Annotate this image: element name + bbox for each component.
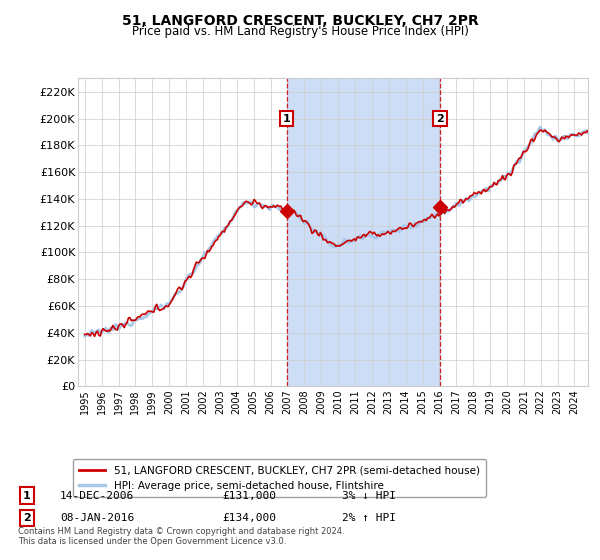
Legend: 51, LANGFORD CRESCENT, BUCKLEY, CH7 2PR (semi-detached house), HPI: Average pric: 51, LANGFORD CRESCENT, BUCKLEY, CH7 2PR … bbox=[73, 459, 486, 497]
Text: 2: 2 bbox=[23, 513, 31, 523]
Text: 1: 1 bbox=[283, 114, 290, 124]
Text: 51, LANGFORD CRESCENT, BUCKLEY, CH7 2PR: 51, LANGFORD CRESCENT, BUCKLEY, CH7 2PR bbox=[122, 14, 478, 28]
Text: 1: 1 bbox=[23, 491, 31, 501]
Text: £131,000: £131,000 bbox=[222, 491, 276, 501]
Text: Contains HM Land Registry data © Crown copyright and database right 2024.
This d: Contains HM Land Registry data © Crown c… bbox=[18, 526, 344, 546]
Text: 2: 2 bbox=[436, 114, 444, 124]
Bar bbox=[287, 78, 440, 386]
Text: 2% ↑ HPI: 2% ↑ HPI bbox=[342, 513, 396, 523]
Text: 14-DEC-2006: 14-DEC-2006 bbox=[60, 491, 134, 501]
Text: 08-JAN-2016: 08-JAN-2016 bbox=[60, 513, 134, 523]
Text: Price paid vs. HM Land Registry's House Price Index (HPI): Price paid vs. HM Land Registry's House … bbox=[131, 25, 469, 38]
Text: £134,000: £134,000 bbox=[222, 513, 276, 523]
Text: 3% ↓ HPI: 3% ↓ HPI bbox=[342, 491, 396, 501]
